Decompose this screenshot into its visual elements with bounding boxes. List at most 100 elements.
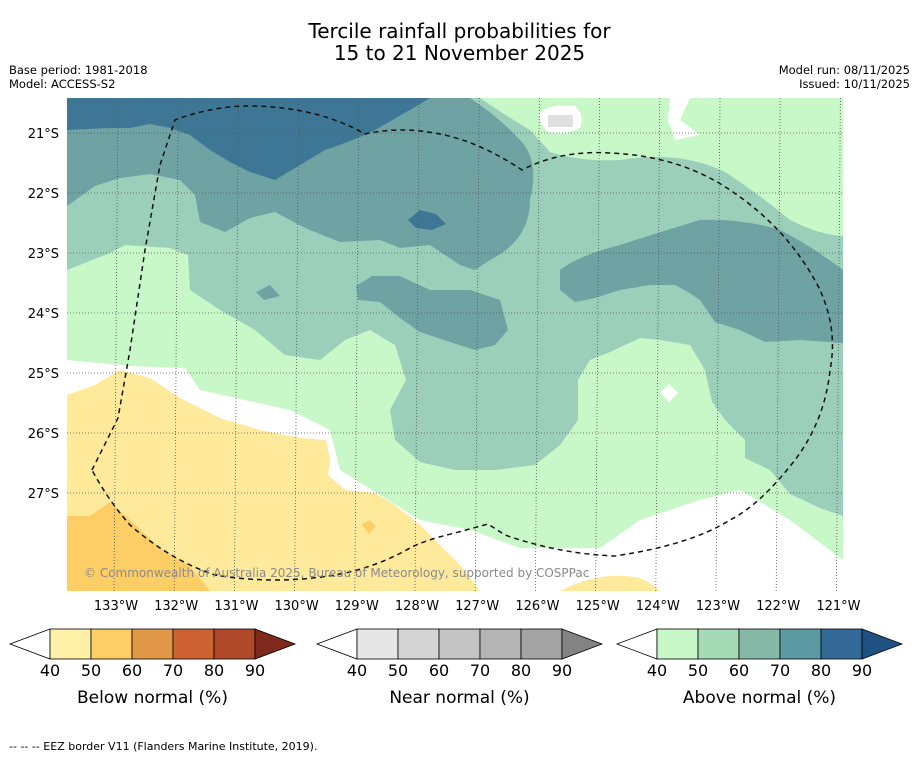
colorbar-label: Below normal (%) bbox=[77, 688, 228, 708]
field-above-60-c bbox=[356, 276, 508, 350]
colorbar-segment bbox=[131, 628, 174, 660]
lon-label: 127°W bbox=[455, 599, 499, 614]
field-below-50 bbox=[67, 502, 210, 591]
lon-label: 131°W bbox=[214, 599, 258, 614]
lon-label: 124°W bbox=[636, 599, 680, 614]
colorbar-tick: 90 bbox=[245, 661, 265, 680]
colorbar-segment bbox=[356, 628, 399, 660]
lon-label: 132°W bbox=[154, 599, 198, 614]
colorbar-extend-low bbox=[615, 628, 658, 660]
lat-label: 27°S bbox=[28, 487, 59, 502]
lon-label: 129°W bbox=[335, 599, 379, 614]
colorbar-extend-low bbox=[8, 628, 51, 660]
colorbar-tick: 60 bbox=[729, 661, 749, 680]
colorbar-extend-high bbox=[861, 628, 904, 660]
colorbar-tick: 80 bbox=[511, 661, 531, 680]
colorbar-segment bbox=[697, 628, 740, 660]
colorbar-segment bbox=[520, 628, 563, 660]
latitude-labels: 21°S 22°S 23°S 24°S 25°S 26°S 27°S bbox=[28, 127, 59, 502]
colorbar-segment bbox=[213, 628, 256, 660]
probability-fields bbox=[67, 98, 843, 591]
graticule bbox=[67, 97, 843, 592]
colorbar-2: 40 50 60 70 80 90 Near normal (%) bbox=[315, 628, 604, 708]
eez-border bbox=[91, 105, 834, 581]
colorbar-segment bbox=[779, 628, 822, 660]
colorbar-extend-low bbox=[315, 628, 358, 660]
colorbar-tick: 70 bbox=[163, 661, 183, 680]
colorbar-extend-high bbox=[561, 628, 604, 660]
colorbar-tick: 90 bbox=[852, 661, 872, 680]
grid-lon-line bbox=[173, 97, 179, 592]
colorbar-tick: 50 bbox=[388, 661, 408, 680]
colorbar-tick: 80 bbox=[204, 661, 224, 680]
copyright-text: © Commonwealth of Australia 2025, Bureau… bbox=[84, 566, 589, 580]
grid-lon-line bbox=[414, 97, 420, 592]
issued-date: Issued: 10/11/2025 bbox=[799, 77, 910, 91]
field-near-40 bbox=[548, 115, 573, 127]
colorbar-1: 40 50 60 70 80 90 Below normal (%) bbox=[8, 628, 297, 708]
grid-lon-line bbox=[595, 97, 600, 592]
grid-lon-line bbox=[715, 97, 721, 592]
eez-footnote: -- -- -- EEZ border V11 (Flanders Marine… bbox=[9, 740, 318, 753]
field-neutral-diamond bbox=[660, 384, 678, 402]
colorbar-segment bbox=[656, 628, 699, 660]
grid-lon-line bbox=[655, 97, 661, 592]
field-below-40 bbox=[67, 370, 480, 591]
colorbar-tick: 50 bbox=[688, 661, 708, 680]
grid-lon-line bbox=[294, 97, 299, 592]
colorbar-tick: 50 bbox=[81, 661, 101, 680]
model-run: Model run: 08/11/2025 bbox=[778, 63, 910, 77]
colorbar-segment bbox=[438, 628, 481, 660]
lat-label: 23°S bbox=[28, 247, 59, 262]
meta-right: Model run: 08/11/2025 Issued: 10/11/2025 bbox=[779, 63, 910, 91]
colorbar-segment bbox=[820, 628, 863, 660]
field-neutral-right bbox=[668, 98, 700, 140]
field-below-40-b bbox=[560, 575, 660, 591]
lon-label: 122°W bbox=[756, 599, 800, 614]
colorbar-segment bbox=[90, 628, 133, 660]
lon-label: 133°W bbox=[94, 599, 138, 614]
grid-lon-line bbox=[354, 97, 360, 592]
colorbar-segment bbox=[479, 628, 522, 660]
colorbar-tick: 40 bbox=[40, 661, 60, 680]
meta-left: Base period: 1981-2018 Model: ACCESS-S2 bbox=[9, 63, 148, 91]
colorbar-tick: 60 bbox=[122, 661, 142, 680]
lon-label: 128°W bbox=[395, 599, 439, 614]
lon-label: 125°W bbox=[576, 599, 620, 614]
field-above-70-b bbox=[408, 210, 446, 230]
lat-label: 22°S bbox=[28, 187, 59, 202]
colorbar-segment bbox=[397, 628, 440, 660]
colorbar-segment bbox=[49, 628, 92, 660]
grid-lon-line bbox=[113, 97, 119, 592]
field-above-60-d bbox=[256, 285, 280, 300]
colorbars: 40 50 60 70 80 90 Below normal (%) 40 50 60 70 80 90… bbox=[8, 628, 904, 708]
colorbar-label: Near normal (%) bbox=[389, 688, 529, 708]
colorbar-tick: 60 bbox=[429, 661, 449, 680]
longitude-labels: 133°W 132°W 131°W 130°W 129°W 128°W 127°W 126°W… bbox=[94, 599, 861, 614]
colorbar-tick: 80 bbox=[811, 661, 831, 680]
lat-label: 25°S bbox=[28, 367, 59, 382]
grid-lon-line bbox=[474, 97, 480, 592]
grid-lon-line bbox=[234, 97, 239, 592]
title-line-1: Tercile rainfall probabilities for bbox=[308, 19, 611, 43]
colorbar-tick: 40 bbox=[347, 661, 367, 680]
grid-lon-line bbox=[535, 97, 540, 592]
lat-label: 24°S bbox=[28, 307, 59, 322]
colorbar-tick: 70 bbox=[470, 661, 490, 680]
field-below-50-b bbox=[362, 520, 376, 534]
grid-lon-line bbox=[775, 97, 781, 592]
colorbar-tick: 70 bbox=[770, 661, 790, 680]
field-above-60-b bbox=[560, 219, 843, 343]
lon-label: 130°W bbox=[275, 599, 319, 614]
grid-lon-line bbox=[836, 97, 841, 592]
colorbar-extend-high bbox=[254, 628, 297, 660]
colorbar-label: Above normal (%) bbox=[683, 688, 836, 708]
lat-label: 26°S bbox=[28, 427, 59, 442]
title-line-2: 15 to 21 November 2025 bbox=[333, 41, 586, 65]
lat-label: 21°S bbox=[28, 127, 59, 142]
colorbar-3: 40 50 60 70 80 90 Above normal (%) bbox=[615, 628, 904, 708]
model-name: Model: ACCESS-S2 bbox=[9, 77, 116, 91]
colorbar-segment bbox=[172, 628, 215, 660]
field-above-70 bbox=[67, 98, 430, 180]
lon-label: 126°W bbox=[515, 599, 559, 614]
